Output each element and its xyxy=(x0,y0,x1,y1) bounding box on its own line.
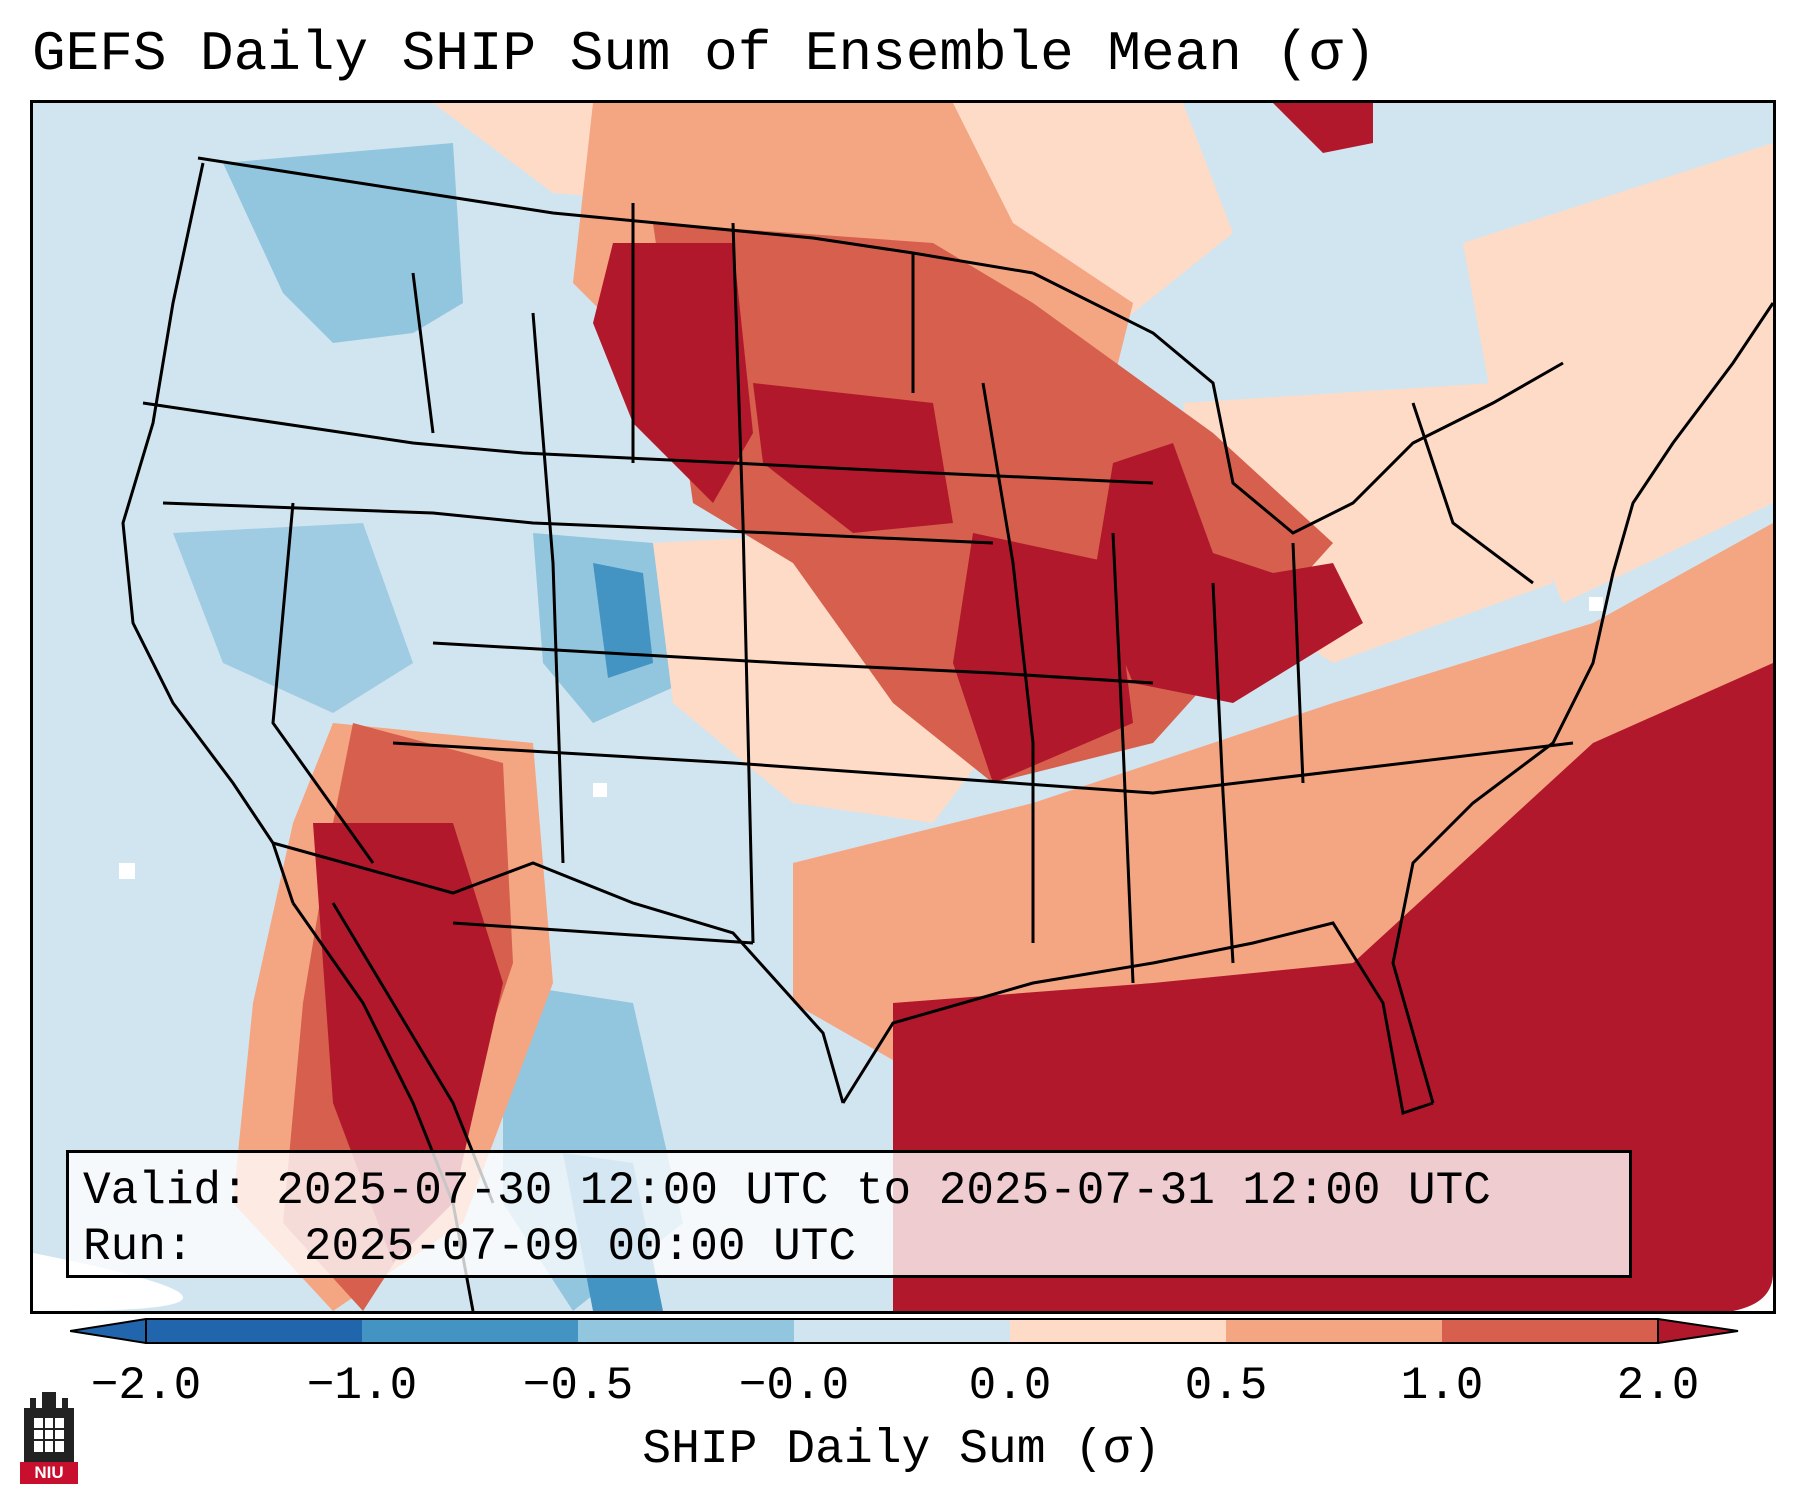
missing-cell xyxy=(1589,597,1603,611)
niu-logo: NIU xyxy=(20,1390,78,1484)
colorbar-segment xyxy=(146,1319,362,1343)
colorbar xyxy=(69,1317,1740,1354)
anomaly-region-salmon xyxy=(793,523,1773,1083)
colorbar-tick-label: −0.5 xyxy=(522,1360,634,1412)
atlantic-coast xyxy=(1391,302,1773,1104)
colorbar-segment xyxy=(578,1319,794,1343)
colorbar-tick-label: 1.0 xyxy=(1400,1360,1484,1412)
colorbar-tick-label: 0.0 xyxy=(968,1360,1052,1412)
projection-edge xyxy=(1733,1273,1773,1311)
map-panel xyxy=(30,100,1776,1314)
run-value: 2025-07-09 00:00 UTC xyxy=(303,1221,856,1273)
state-line xyxy=(1291,542,1305,784)
valid-run-info-box: Valid: 2025-07-30 12:00 UTC to 2025-07-3… xyxy=(66,1150,1632,1278)
us-mexico-border xyxy=(272,841,845,1104)
valid-label: Valid: xyxy=(83,1165,249,1217)
state-line xyxy=(271,502,375,864)
anomaly-region-dark-red xyxy=(753,383,953,533)
anomaly-region-dark-red xyxy=(1273,103,1373,153)
valid-row: Valid: 2025-07-30 12:00 UTC to 2025-07-3… xyxy=(83,1163,1615,1219)
colorbar-segment xyxy=(362,1319,578,1343)
missing-cell xyxy=(119,863,135,879)
colorbar-tick-label: −1.0 xyxy=(306,1360,418,1412)
anomaly-region-light-blue xyxy=(223,143,463,343)
great-lakes-outline xyxy=(1032,271,1564,535)
map-canvas xyxy=(33,103,1773,1311)
anomaly-region-light-blue xyxy=(173,523,413,713)
us-west-coast xyxy=(121,162,295,904)
valid-value: 2025-07-30 12:00 UTC to 2025-07-31 12:00… xyxy=(276,1165,1491,1217)
logo-text: NIU xyxy=(20,1462,78,1484)
colorbar-extend-high xyxy=(1657,1317,1739,1345)
anomaly-region-dark-red xyxy=(893,663,1773,1311)
state-line xyxy=(392,741,1574,795)
anomaly-region-blue xyxy=(593,563,653,678)
colorbar-tick-label: 2.0 xyxy=(1616,1360,1700,1412)
state-line xyxy=(731,222,755,944)
state-line xyxy=(162,501,994,545)
state-line xyxy=(1211,582,1235,964)
colorbar-segment xyxy=(1010,1319,1226,1343)
missing-cell xyxy=(593,783,607,797)
run-label: Run: xyxy=(83,1221,194,1273)
colorbar-tick-label: −2.0 xyxy=(90,1360,202,1412)
anomaly-region-dark-red xyxy=(953,533,1133,783)
state-line xyxy=(432,641,1154,685)
colorbar-tick-label: 0.5 xyxy=(1184,1360,1268,1412)
state-line xyxy=(1411,402,1534,585)
run-row: Run: 2025-07-09 00:00 UTC xyxy=(83,1219,1615,1275)
colorbar-segment xyxy=(794,1319,1010,1343)
colorbar-tick-label: −0.0 xyxy=(738,1360,850,1412)
colorbar-segment xyxy=(1442,1319,1658,1343)
state-line xyxy=(452,921,754,945)
castle-icon xyxy=(24,1392,74,1464)
us-canada-border xyxy=(197,156,1034,275)
colorbar-segment xyxy=(1226,1319,1442,1343)
state-line xyxy=(411,272,435,434)
state-line xyxy=(142,401,1154,485)
anomaly-region-pale-red xyxy=(1463,143,1773,603)
chart-title: GEFS Daily SHIP Sum of Ensemble Mean (σ) xyxy=(32,22,1377,86)
colorbar-label: SHIP Daily Sum (σ) xyxy=(642,1423,1161,1477)
political-boundaries xyxy=(121,156,1773,1311)
state-line xyxy=(1111,532,1135,984)
colorbar-svg xyxy=(69,1317,1739,1354)
state-line xyxy=(981,382,1035,943)
state-line xyxy=(531,312,565,864)
gulf-coast xyxy=(841,921,1434,1115)
colorbar-extend-low xyxy=(69,1317,147,1345)
